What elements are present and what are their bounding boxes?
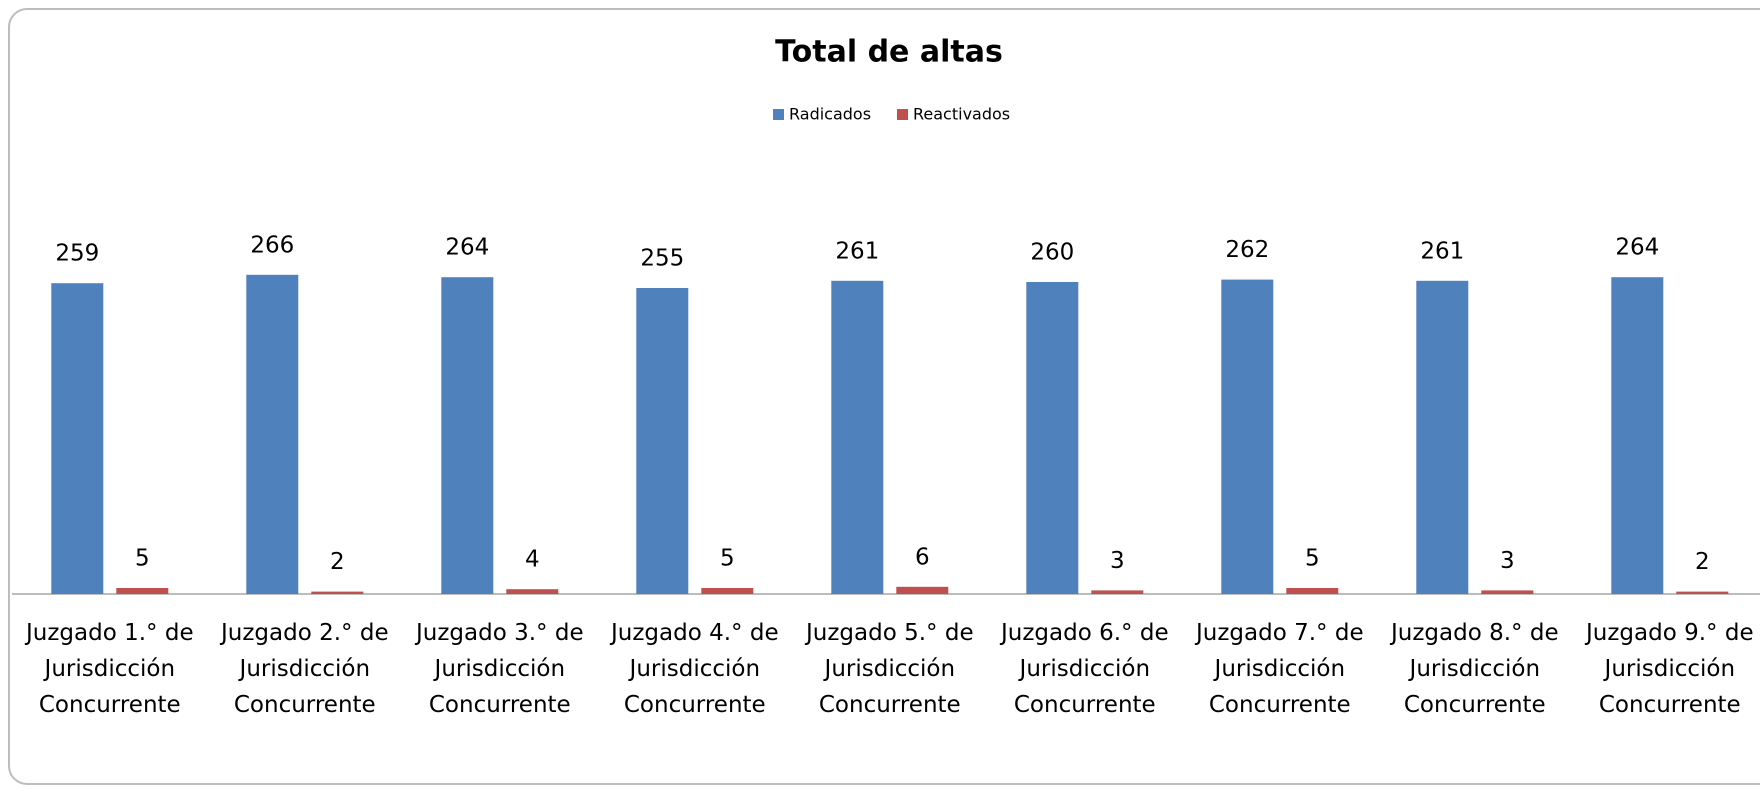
data-label: 2 — [1695, 549, 1710, 575]
bar — [1416, 280, 1469, 594]
data-label: 264 — [445, 235, 489, 261]
data-label: 262 — [1225, 237, 1269, 263]
bar — [896, 586, 949, 594]
bar — [1026, 282, 1079, 594]
legend-swatch — [773, 109, 784, 120]
x-tick-label: Juzgado 4.° de Jurisdicción Concurrente — [609, 620, 779, 718]
x-tick-label: Juzgado 6.° de Jurisdicción Concurrente — [999, 620, 1169, 718]
x-tick-label: Juzgado 7.° de Jurisdicción Concurrente — [1194, 620, 1364, 718]
bar — [506, 589, 559, 594]
bar — [51, 283, 104, 594]
legend-swatch — [897, 109, 908, 120]
bar — [701, 588, 754, 594]
data-label: 261 — [1420, 238, 1464, 264]
x-tick-label: Juzgado 3.° de Jurisdicción Concurrente — [414, 620, 584, 718]
bar — [441, 277, 494, 594]
bar — [636, 288, 689, 594]
data-label: 3 — [1110, 548, 1125, 574]
x-tick-label: Juzgado 1.° de Jurisdicción Concurrente — [24, 620, 194, 718]
x-tick-label: Juzgado 5.° de Jurisdicción Concurrente — [804, 620, 974, 718]
data-label: 3 — [1500, 548, 1515, 574]
data-label: 2 — [330, 549, 345, 575]
data-label: 255 — [640, 246, 684, 272]
data-label: 261 — [835, 238, 879, 264]
bar — [246, 274, 299, 594]
bar — [1286, 588, 1339, 594]
bar — [1676, 591, 1729, 594]
data-label: 5 — [1305, 546, 1320, 572]
data-label: 264 — [1615, 235, 1659, 261]
bar — [1611, 277, 1664, 594]
data-label: 260 — [1030, 240, 1074, 266]
bar — [1221, 279, 1274, 594]
x-tick-label: Juzgado 2.° de Jurisdicción Concurrente — [219, 620, 389, 718]
bar — [116, 588, 169, 594]
x-tick-label: Juzgado 9.° de Jurisdicción Concurrente — [1584, 620, 1754, 718]
chart-title: Total de altas — [775, 35, 1003, 70]
data-label: 5 — [720, 546, 735, 572]
bar — [1091, 590, 1144, 594]
data-label: 266 — [250, 232, 294, 258]
bar — [311, 591, 364, 594]
legend-label: Radicados — [789, 105, 871, 124]
data-label: 4 — [525, 547, 540, 573]
bar — [831, 280, 884, 594]
data-label: 5 — [135, 546, 150, 572]
legend-label: Reactivados — [913, 105, 1010, 124]
x-tick-label: Juzgado 8.° de Jurisdicción Concurrente — [1389, 620, 1559, 718]
data-label: 259 — [55, 241, 99, 267]
data-label: 6 — [915, 544, 930, 570]
bar — [1481, 590, 1534, 594]
